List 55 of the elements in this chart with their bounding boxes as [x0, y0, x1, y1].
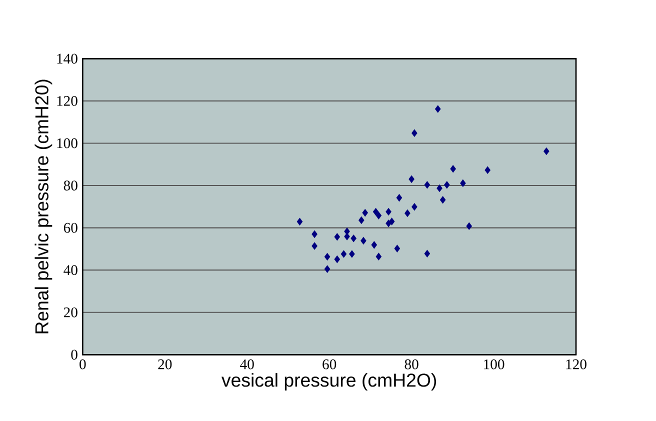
point — [362, 208, 368, 216]
point — [450, 164, 456, 172]
point — [344, 228, 350, 235]
point — [440, 196, 446, 204]
x-tick-label: 120 — [566, 359, 586, 370]
point — [544, 147, 550, 155]
point — [396, 194, 402, 202]
x-tick-label: 40 — [240, 359, 254, 370]
point — [312, 230, 318, 238]
y-tick-label: 40 — [64, 264, 78, 275]
point — [324, 265, 330, 273]
point — [408, 175, 414, 183]
y-tick-label: 100 — [57, 138, 78, 148]
point — [412, 202, 418, 210]
x-axis-title: vesical pressure (cmH2O) — [222, 372, 436, 390]
point — [388, 218, 395, 226]
point — [358, 216, 364, 224]
point — [360, 236, 366, 244]
y-tick-label: 60 — [64, 222, 78, 233]
point — [436, 184, 442, 192]
point — [372, 208, 379, 216]
point — [340, 250, 347, 258]
y-tick-label: 120 — [57, 96, 78, 106]
point — [334, 233, 340, 240]
point — [424, 180, 430, 188]
point — [386, 208, 392, 216]
point — [344, 232, 350, 240]
point — [466, 222, 472, 230]
point — [376, 212, 382, 220]
y-tick-label: 20 — [64, 307, 78, 318]
point — [412, 129, 418, 137]
y-axis-title: Renal pelvic pressure (cmH20) — [34, 80, 52, 334]
point — [349, 250, 355, 258]
point — [404, 209, 410, 217]
point — [444, 180, 450, 188]
y-tick-label: 80 — [64, 180, 78, 190]
point — [376, 252, 382, 260]
point — [435, 105, 441, 113]
y-tick-label: 0 — [71, 350, 78, 360]
point — [312, 242, 318, 250]
x-tick-label: 100 — [484, 359, 504, 370]
point — [460, 179, 466, 187]
x-tick-label: 20 — [158, 359, 172, 370]
x-tick-label: 80 — [404, 359, 418, 370]
point — [296, 218, 303, 226]
y-tick-label: 140 — [57, 54, 78, 64]
point — [334, 255, 340, 263]
point — [324, 252, 330, 260]
point — [484, 166, 490, 174]
x-tick-label: 0 — [80, 359, 86, 370]
point — [424, 250, 430, 258]
point — [350, 234, 356, 242]
point — [371, 241, 378, 249]
point — [394, 244, 400, 252]
x-tick-label: 60 — [322, 359, 336, 370]
